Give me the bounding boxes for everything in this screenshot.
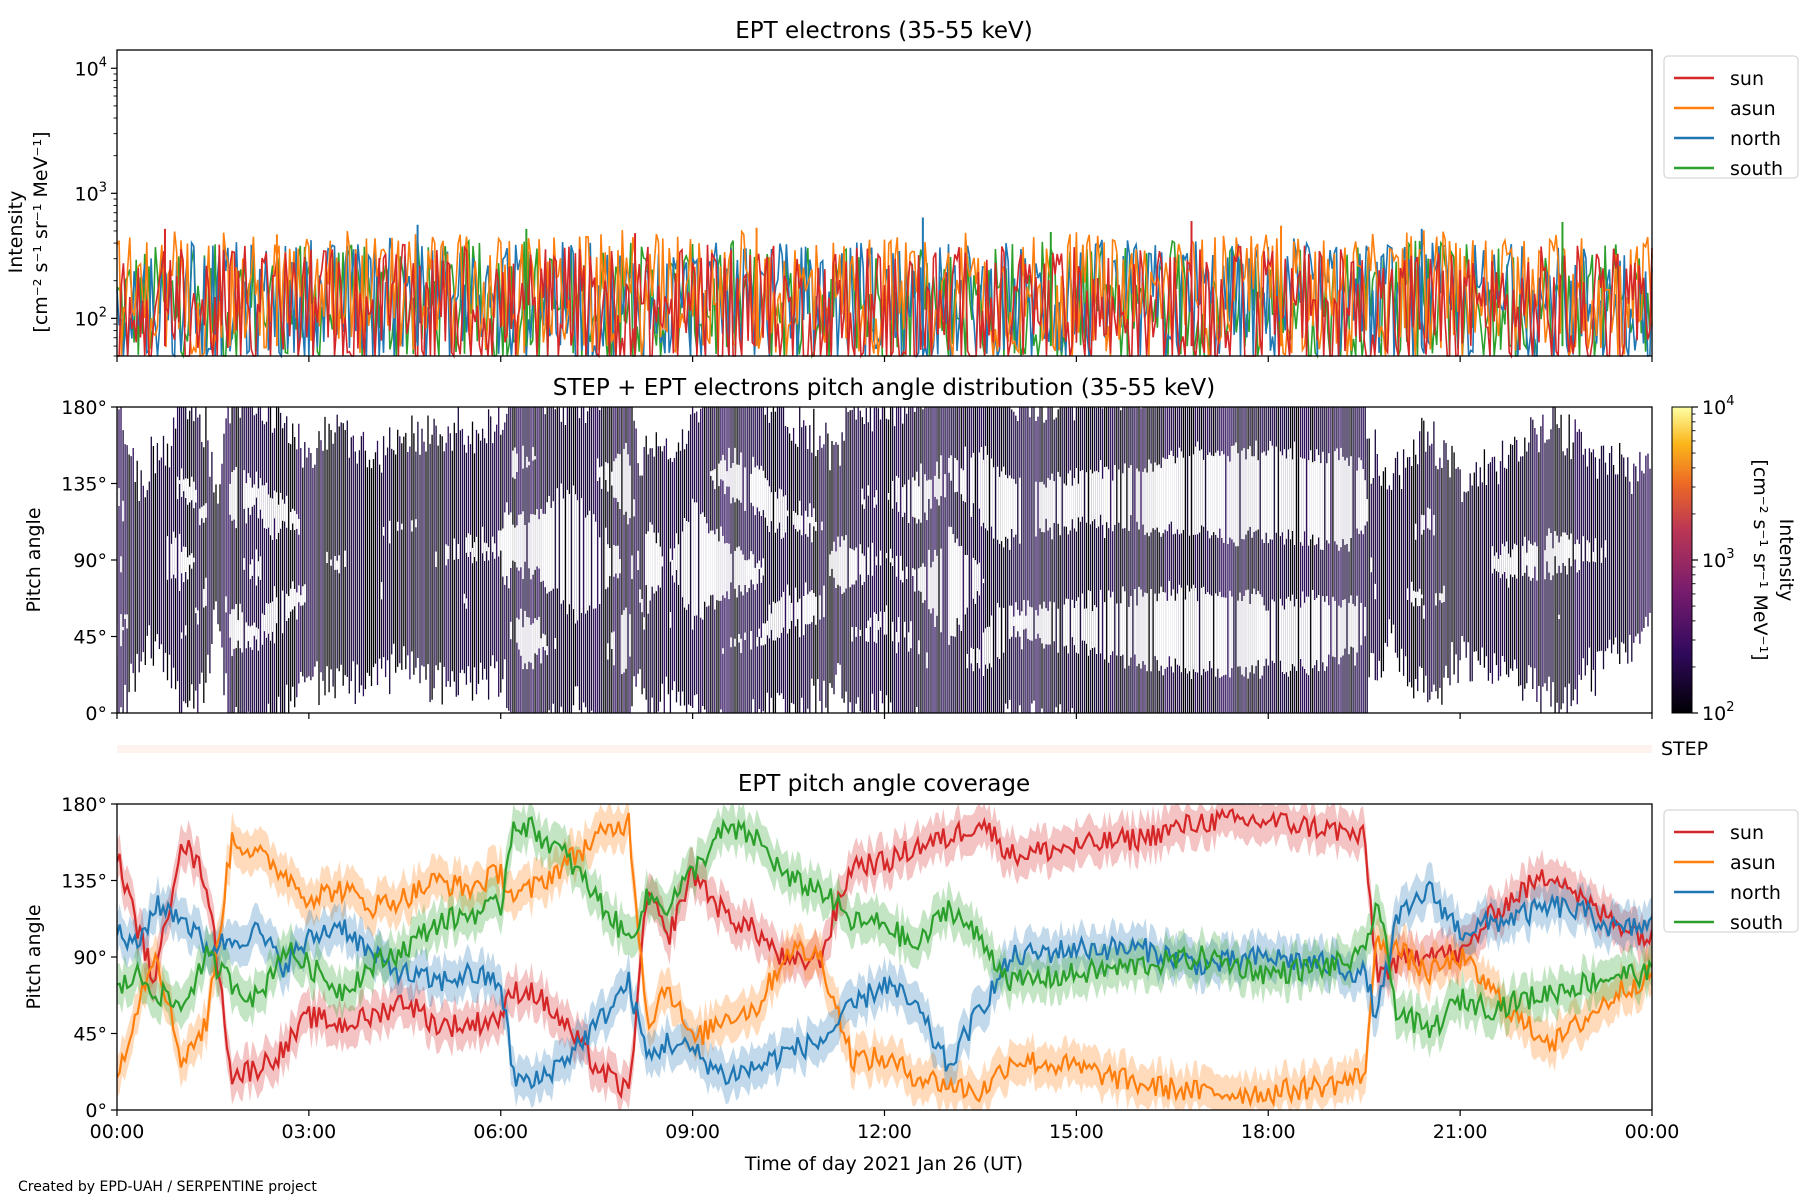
intensity-panel: EPT electrons (35-55 keV) 102 103 104 Inte… [5,18,1799,362]
legend-box [1663,55,1799,179]
coverage-x-ticks: 00:00 03:00 06:00 09:00 12:00 15:00 18:00 21:00… [90,1110,1680,1143]
x-tick-label: 03:00 [281,1121,336,1143]
x-tick-label: 09:00 [665,1121,720,1143]
pad-ylabel: Pitch angle [23,507,45,612]
coverage-y-ticks: 0° 45° 90° 135° 180° [61,794,117,1122]
legend-label-sun: sun [1730,822,1764,844]
legend-label-asun: asun [1730,98,1776,120]
coverage-line-sun [117,807,1652,1100]
legend-label-south: south [1730,912,1783,934]
intensity-x-ticks [116,356,1653,362]
x-tick-label: 21:00 [1433,1121,1488,1143]
pad-colorbar-label-line1: Intensity [1775,519,1797,602]
step-strip-label: STEP [1661,738,1708,760]
y-tick-label: 90° [73,947,107,969]
pad-colorbar-ticks: 102 103 104 [1692,394,1734,725]
y-tick-label: 104 [75,55,107,80]
pad-panel: STEP + EPT electrons pitch angle distrib… [23,375,1797,725]
legend-label-asun: asun [1730,852,1776,874]
legend-label-sun: sun [1730,68,1764,90]
y-tick-label: 0° [85,1100,107,1122]
coverage-line-south [117,816,1652,1039]
colorbar-tick-label: 103 [1702,547,1734,572]
intensity-series-asun [116,229,1653,357]
coverage-ylabel: Pitch angle [23,904,45,1009]
y-tick-label: 135° [61,871,107,893]
y-tick-label: 0° [85,703,107,725]
legend-label-north: north [1730,882,1781,904]
y-tick-label: 180° [61,794,107,816]
credit-footer: Created by EPD-UAH / SERPENTINE project [18,1179,317,1195]
x-tick-label: 06:00 [473,1121,528,1143]
intensity-series-group [116,217,1653,359]
x-tick-label: 12:00 [857,1121,912,1143]
x-tick-label: 00:00 [1625,1121,1680,1143]
y-tick-label: 180° [61,397,107,419]
colorbar-tick-label: 102 [1702,700,1734,725]
intensity-series-sun [117,243,1653,359]
pad-y-ticks: 0° 45° 90° 135° 180° [61,397,117,725]
legend-label-north: north [1730,128,1781,150]
legend-label-south: south [1730,158,1783,180]
coverage-line-asun [117,812,1652,1108]
intensity-ylabel-line2: [cm⁻² s⁻¹ sr⁻¹ MeV⁻¹] [30,131,52,332]
coverage-xlabel: Time of day 2021 Jan 26 (UT) [744,1153,1023,1175]
pad-x-ticks [116,713,1653,719]
coverage-band-south [117,804,1652,1059]
coverage-panel: EPT pitch angle coverage 0° 45° 90° 135° 180… [23,771,1799,1175]
coverage-series-group [117,804,1652,1110]
coverage-band-north [117,861,1652,1108]
pad-heatmap [117,407,1651,713]
y-tick-label: 45° [73,627,107,649]
intensity-panel-title: EPT electrons (35-55 keV) [735,18,1032,44]
coverage-line-north [117,880,1652,1090]
x-tick-label: 00:00 [90,1121,145,1143]
pad-colorbar-label-line2: [cm⁻² s⁻¹ sr⁻¹ MeV⁻¹] [1749,459,1771,660]
intensity-legend: sun asun north south [1663,55,1799,180]
colorbar-tick-label: 104 [1702,394,1734,419]
step-strip-bar [117,745,1652,753]
pad-colorbar [1671,406,1693,714]
y-tick-label: 45° [73,1024,107,1046]
pad-panel-title: STEP + EPT electrons pitch angle distrib… [553,375,1215,401]
y-tick-label: 90° [73,550,107,572]
intensity-y-ticks: 102 103 104 [75,55,117,357]
x-tick-label: 15:00 [1049,1121,1104,1143]
coverage-panel-title: EPT pitch angle coverage [738,771,1030,797]
coverage-band-asun [117,804,1652,1110]
coverage-legend: sun asun north south [1663,809,1799,934]
y-tick-label: 135° [61,474,107,496]
x-tick-label: 18:00 [1241,1121,1296,1143]
legend-box [1663,809,1799,933]
y-tick-label: 102 [75,305,107,330]
y-tick-label: 103 [75,180,107,205]
intensity-ylabel-line1: Intensity [5,191,27,274]
step-strip: STEP [117,738,1708,760]
